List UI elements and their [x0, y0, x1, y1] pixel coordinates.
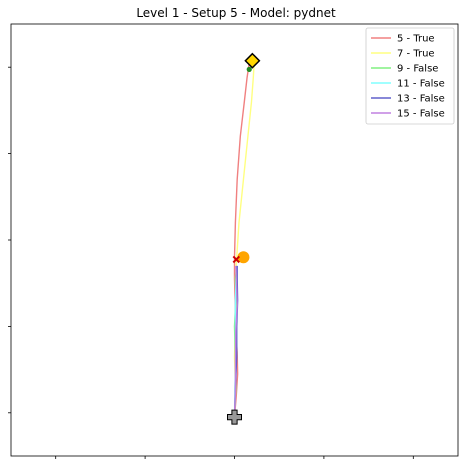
marker-red-x [232, 255, 240, 264]
legend-label-0: 5 - True [397, 34, 435, 45]
marker-green-dot [246, 66, 252, 72]
marker-orange-dot [237, 251, 250, 264]
legend-box [365, 27, 455, 125]
marker-layer [227, 52, 261, 425]
legend-label-3: 11 - False [397, 79, 445, 90]
marker-start-cross [227, 409, 242, 425]
series-line-5 [233, 265, 238, 418]
series-layer [233, 62, 255, 418]
axis-ticks [8, 66, 414, 459]
legend-label-5: 15 - False [397, 109, 445, 120]
legend-label-4: 13 - False [397, 94, 445, 105]
legend: 5 - True 7 - True 9 - False 11 - False 13 - … [365, 27, 455, 125]
series-line-0 [233, 62, 250, 418]
legend-label-1: 7 - True [397, 49, 435, 60]
legend-label-2: 9 - False [397, 64, 438, 75]
marker-goal-diamond [244, 52, 261, 69]
series-line-1 [233, 62, 255, 418]
chart-title: Level 1 - Setup 5 - Model: pydnet [136, 6, 336, 20]
